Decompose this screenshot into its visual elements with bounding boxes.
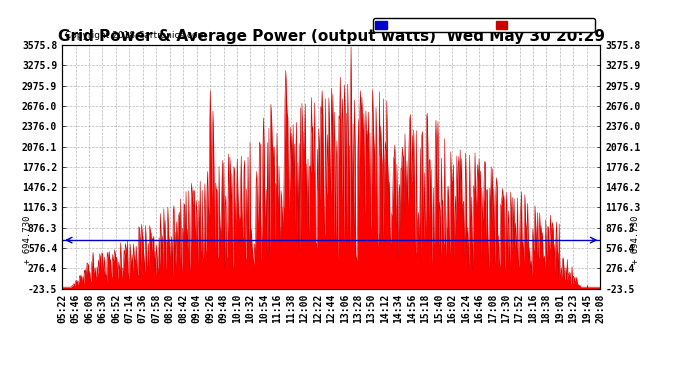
Text: + 694.730: + 694.730 [23,216,32,264]
Text: Copyright 2018 Cartronics.com: Copyright 2018 Cartronics.com [65,31,206,40]
Text: + 694.730: + 694.730 [631,216,640,264]
Title: Grid Power & Average Power (output watts)  Wed May 30 20:29: Grid Power & Average Power (output watts… [58,29,604,44]
Legend: Average  (AC Watts), Grid  (AC Watts): Average (AC Watts), Grid (AC Watts) [373,18,595,32]
